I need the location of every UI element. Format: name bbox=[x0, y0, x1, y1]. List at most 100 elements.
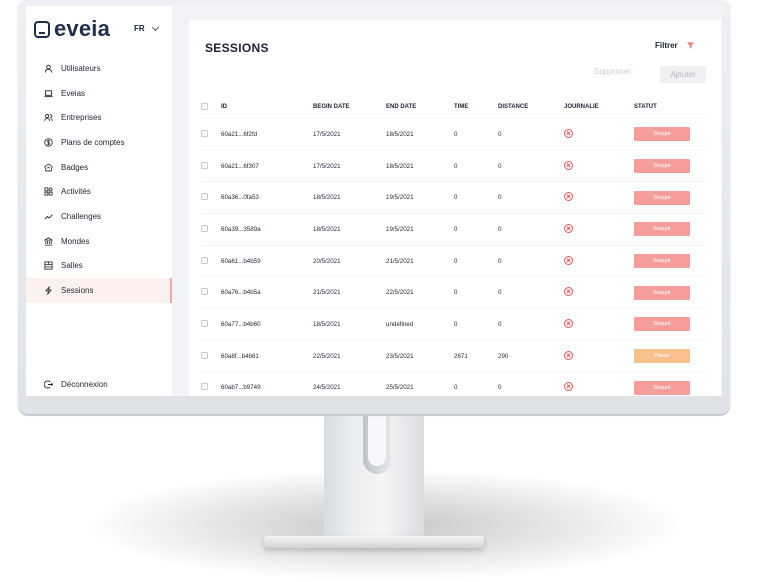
table-row[interactable]: 60a76...b4b5a 21/5/2021 22/5/2021 0 0 Stoppé bbox=[201, 276, 709, 309]
sidebar-item-label: Mondes bbox=[61, 236, 90, 246]
sidebar-item-salles[interactable]: Salles bbox=[26, 254, 172, 279]
table-row[interactable]: 60a36...0fa53 18/5/2021 19/5/2021 0 0 Stoppé bbox=[201, 181, 709, 214]
column-header[interactable]: TIME bbox=[454, 104, 469, 110]
cell-begin-date: 22/5/2021 bbox=[313, 339, 386, 372]
sidebar-item-label: Plans de comptes bbox=[61, 137, 125, 147]
table-row[interactable]: 60a39...3589a 18/5/2021 19/5/2021 0 0 Stoppé bbox=[201, 213, 709, 246]
language-label: FR bbox=[134, 24, 145, 33]
column-header[interactable]: END DATE bbox=[386, 104, 417, 110]
logout-button[interactable]: Déconnexion bbox=[26, 372, 172, 396]
cell-distance: 0 bbox=[498, 118, 564, 151]
cell-begin-date: 18/5/2021 bbox=[313, 308, 386, 341]
cell-time: 0 bbox=[454, 213, 498, 246]
table-header-row: ID BEGIN DATE END DATE TIME DISTANCE JOU… bbox=[201, 96, 709, 119]
bolt-icon bbox=[45, 286, 52, 295]
badge-icon bbox=[44, 163, 53, 171]
row-checkbox[interactable] bbox=[201, 351, 208, 359]
journal-x-circle-icon[interactable] bbox=[564, 255, 573, 265]
cell-end-date: 18/5/2021 bbox=[386, 118, 454, 151]
filter-label: Filtrer bbox=[655, 41, 678, 50]
journal-x-circle-icon[interactable] bbox=[564, 223, 573, 233]
sidebar-item-mondes[interactable]: Mondes bbox=[26, 229, 172, 254]
filter-icon bbox=[686, 42, 694, 49]
table-row[interactable]: 60a21...6f2fd 17/5/2021 18/5/2021 0 0 Stoppé bbox=[201, 118, 709, 151]
status-badge: Stoppé bbox=[634, 222, 690, 237]
sidebar-item-utilisateurs[interactable]: Utilisateurs bbox=[26, 56, 172, 81]
filter-button[interactable]: Filtrer bbox=[655, 41, 695, 50]
cell-time: 0 bbox=[454, 276, 498, 309]
sidebar-item-label: Sessions bbox=[61, 286, 94, 296]
brand-name: eveia bbox=[54, 16, 111, 41]
cell-begin-date: 17/5/2021 bbox=[313, 149, 386, 182]
cell-end-date: 19/5/2021 bbox=[386, 213, 454, 246]
sidebar-item-badges[interactable]: Badges bbox=[26, 155, 172, 180]
status-badge: Pause bbox=[634, 349, 690, 364]
cell-time: 0 bbox=[454, 371, 498, 396]
language-selector[interactable]: FR bbox=[134, 23, 159, 33]
row-checkbox[interactable] bbox=[201, 161, 208, 169]
cell-time: 0 bbox=[454, 244, 498, 277]
journal-x-circle-icon[interactable] bbox=[564, 160, 573, 170]
row-checkbox[interactable] bbox=[201, 319, 208, 327]
chevron-down-icon bbox=[151, 23, 159, 31]
journal-x-circle-icon[interactable] bbox=[564, 192, 573, 202]
journal-x-circle-icon[interactable] bbox=[564, 382, 573, 392]
cell-end-date: 18/5/2021 bbox=[386, 149, 454, 182]
cell-end-date: 22/5/2021 bbox=[386, 276, 454, 309]
sidebar-item-entreprises[interactable]: Entreprises bbox=[26, 105, 172, 130]
table-row[interactable]: 60a61...b4b59 20/5/2021 21/5/2021 0 0 Stoppé bbox=[201, 244, 709, 277]
column-header[interactable]: JOURNALIE bbox=[564, 104, 599, 110]
journal-x-circle-icon[interactable] bbox=[564, 287, 573, 297]
sidebar-item-plans-de-comptes[interactable]: Plans de comptes bbox=[26, 130, 172, 155]
sidebar-item-activites[interactable]: Activités bbox=[26, 179, 172, 204]
cell-distance: 0 bbox=[498, 213, 564, 246]
row-checkbox[interactable] bbox=[201, 256, 208, 264]
journal-x-circle-icon[interactable] bbox=[564, 318, 573, 328]
sidebar-item-label: Utilisateurs bbox=[61, 63, 101, 73]
cell-begin-date: 21/5/2021 bbox=[313, 276, 386, 309]
column-header[interactable]: ID bbox=[221, 104, 227, 110]
row-checkbox[interactable] bbox=[201, 224, 208, 232]
select-all-checkbox[interactable] bbox=[201, 102, 208, 110]
app-screen: eveia FR Utilisateurs Eveias Entreprises Pl… bbox=[26, 6, 722, 396]
row-checkbox[interactable] bbox=[201, 129, 208, 137]
sidebar-item-sessions[interactable]: Sessions bbox=[26, 278, 172, 303]
sidebar-nav: Utilisateurs Eveias Entreprises Plans de co… bbox=[26, 56, 172, 303]
cell-end-date: undefined bbox=[386, 308, 454, 341]
status-badge: Stoppé bbox=[634, 127, 690, 142]
column-header[interactable]: DISTANCE bbox=[498, 104, 529, 110]
sidebar: eveia FR Utilisateurs Eveias Entreprises Pl… bbox=[26, 6, 172, 396]
cell-distance: 0 bbox=[498, 244, 564, 277]
cell-id: 60a36...0fa53 bbox=[221, 181, 313, 214]
row-checkbox[interactable] bbox=[201, 383, 208, 391]
cell-distance: 0 bbox=[498, 181, 564, 214]
cell-end-date: 23/5/2021 bbox=[386, 339, 454, 372]
column-header[interactable]: BEGIN DATE bbox=[313, 104, 350, 110]
sidebar-item-label: Entreprises bbox=[61, 113, 102, 123]
table-row[interactable]: 60a8f...b4b61 22/5/2021 23/5/2021 2671 290 Pa… bbox=[201, 339, 709, 372]
journal-x-circle-icon[interactable] bbox=[564, 128, 573, 138]
cell-end-date: 21/5/2021 bbox=[386, 244, 454, 277]
journal-x-circle-icon[interactable] bbox=[564, 350, 573, 360]
cell-begin-date: 18/5/2021 bbox=[313, 181, 386, 214]
row-checkbox[interactable] bbox=[201, 193, 208, 201]
sidebar-item-eveias[interactable]: Eveias bbox=[26, 81, 172, 106]
cell-id: 60a8f...b4b61 bbox=[221, 339, 313, 372]
cell-id: 60a21...6f2fd bbox=[221, 118, 313, 151]
cell-end-date: 19/5/2021 bbox=[386, 181, 454, 214]
cell-end-date: 25/5/2021 bbox=[386, 371, 454, 396]
table-row[interactable]: 60a77...b4b60 18/5/2021 undefined 0 0 Stoppé bbox=[201, 308, 709, 341]
table-row[interactable]: 60ab7...b9749 24/5/2021 25/5/2021 0 0 Stoppé bbox=[201, 371, 709, 396]
column-header[interactable]: STATUT bbox=[634, 104, 657, 110]
row-checkbox[interactable] bbox=[201, 288, 208, 296]
brand-logo[interactable]: eveia bbox=[34, 18, 110, 40]
cell-distance: 0 bbox=[498, 149, 564, 182]
sidebar-item-challenges[interactable]: Challenges bbox=[26, 204, 172, 229]
table-row[interactable]: 60a21...6f307 17/5/2021 18/5/2021 0 0 Stoppé bbox=[201, 149, 709, 182]
status-badge: Stoppé bbox=[634, 380, 690, 395]
add-button[interactable]: Ajouter bbox=[660, 66, 706, 83]
delete-button[interactable]: Supprimer bbox=[594, 67, 631, 76]
activity-icon bbox=[44, 187, 53, 196]
logo-mark-icon bbox=[34, 20, 50, 38]
sessions-table: ID BEGIN DATE END DATE TIME DISTANCE JOU… bbox=[201, 96, 709, 396]
